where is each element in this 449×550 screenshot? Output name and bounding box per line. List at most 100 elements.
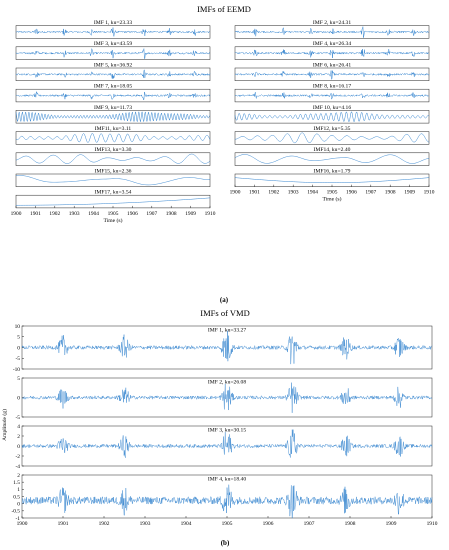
vmd-caption: (b) xyxy=(221,539,230,547)
imf-signal-line xyxy=(15,48,211,60)
panel-title: IMF 2, ku=26.08 xyxy=(208,380,246,386)
x-tick-label: 1903 xyxy=(69,211,80,217)
x-tick-label: 1900 xyxy=(230,190,241,196)
eemd-panel: IMF 9, ku=11.73 xyxy=(15,105,211,124)
panel-title: IMF 2, ku=24.31 xyxy=(313,20,351,26)
x-tick-label: 1902 xyxy=(49,211,60,217)
x-tick-label: 1904 xyxy=(88,211,99,217)
panel-title: IMF 9, ku=11.73 xyxy=(94,105,132,111)
imf-signal-line xyxy=(15,175,211,186)
panel-frame xyxy=(234,131,430,145)
eemd-panels: IMF 1, ku=23.33 IMF 3, ku=43.59 IMF 5, ku=… xyxy=(11,20,435,224)
imf-signal-line xyxy=(234,177,430,183)
eemd-panel: IMF 2, ku=24.31 xyxy=(234,20,430,39)
imf-signal-line xyxy=(16,197,211,206)
y-tick-label: -5 xyxy=(16,415,21,421)
panel-frame xyxy=(234,152,430,166)
vmd-y-axis-label: Amplitude (g) xyxy=(1,409,8,441)
y-tick-label: 0 xyxy=(17,444,20,450)
x-axis-label: Time (s) xyxy=(323,196,342,203)
panel-title: IMF 3, ku=30.15 xyxy=(208,428,246,434)
eemd-caption: (a) xyxy=(220,296,229,304)
x-tick-label: 1910 xyxy=(427,521,438,527)
panel-title: IMF 4, ku=26.34 xyxy=(313,41,351,47)
x-tick-label: 1905 xyxy=(327,190,338,196)
panel-title: IMF 3, ku=43.59 xyxy=(94,41,132,47)
y-tick-label: 0 xyxy=(17,395,20,401)
imf-signal-line xyxy=(15,91,211,101)
x-tick-label: 1907 xyxy=(304,521,315,527)
x-tick-label: 1909 xyxy=(386,521,397,527)
panel-title: IMF15, ku=2.36 xyxy=(95,168,132,174)
panel-frame xyxy=(15,110,211,124)
eemd-panel: IMF 3, ku=43.59 xyxy=(15,41,211,60)
y-tick-label: -0.5 xyxy=(11,509,20,515)
y-tick-label: 2 xyxy=(17,434,20,440)
x-tick-label: 1902 xyxy=(268,190,279,196)
panel-frame xyxy=(15,46,211,60)
x-tick-label: 1906 xyxy=(127,211,138,217)
panel-title: IMF11, ku=3.11 xyxy=(95,126,132,132)
x-tick-label: 1901 xyxy=(30,211,41,217)
eemd-panel: IMF11, ku=3.11 xyxy=(15,126,211,145)
y-tick-label: 5 xyxy=(17,335,20,341)
x-tick-label: 1900 xyxy=(11,211,22,217)
imf-signal-line xyxy=(15,69,211,79)
vmd-panel: IMF 2, ku=26.08 5 0 -5 xyxy=(16,376,433,421)
eemd-panel: IMF 5, ku=36.92 xyxy=(15,62,211,81)
x-tick-label: 1909 xyxy=(185,211,196,217)
y-tick-label: 5 xyxy=(17,376,20,382)
vmd-panel: IMF 3, ku=30.15 4 2 0 -2 -4 xyxy=(16,424,433,470)
panel-title: IMF16, ku=1.79 xyxy=(314,168,351,174)
y-tick-label: 4 xyxy=(17,424,20,430)
panel-title: IMF 6, ku=26.41 xyxy=(313,62,351,68)
imf-signal-line xyxy=(21,330,433,365)
x-tick-label: 1906 xyxy=(263,521,274,527)
y-tick-label: -10 xyxy=(13,367,20,373)
imf-signal-line xyxy=(234,132,430,144)
panel-frame xyxy=(15,173,211,187)
imf-signal-line xyxy=(234,48,430,59)
x-tick-label: 1900 xyxy=(17,521,28,527)
panel-title: IMF 4, ku=18.40 xyxy=(208,477,246,483)
eemd-panel: IMF12, ku=5.35 xyxy=(234,126,430,145)
panel-title: IMF12, ku=5.35 xyxy=(314,126,351,132)
y-tick-label: 2 xyxy=(17,473,20,479)
imf-signal-line xyxy=(21,429,433,458)
panel-title: IMF 1, ku=33.27 xyxy=(208,328,246,334)
y-tick-label: -4 xyxy=(16,464,21,470)
y-tick-label: -1 xyxy=(16,516,21,522)
eemd-panel: IMF 10, ku=4.16 xyxy=(234,105,430,124)
imf-signal-line xyxy=(234,26,430,38)
eemd-panel: IMF 4, ku=26.34 xyxy=(234,41,430,60)
vmd-panel: IMF 4, ku=18.40 21.510.50 -0.5-1 xyxy=(11,473,433,522)
eemd-panel: IMF 7, ku=18.05 xyxy=(15,84,211,103)
x-tick-label: 1901 xyxy=(58,521,69,527)
eemd-figure-title: IMFs of EEMD xyxy=(197,4,251,14)
imf-signal-line xyxy=(234,92,430,100)
y-tick-label: 10 xyxy=(15,324,21,330)
panel-title: IMF 10, ku=4.16 xyxy=(313,105,351,111)
x-tick-label: 1908 xyxy=(345,521,356,527)
imf-signal-line xyxy=(21,484,433,519)
y-tick-label: 0.5 xyxy=(13,494,20,500)
y-tick-label: 1 xyxy=(17,487,20,493)
eemd-panel: IMF13, ku=3.30 xyxy=(15,147,211,166)
y-tick-label: 0 xyxy=(17,345,20,351)
x-tick-label: 1908 xyxy=(385,190,396,196)
panel-frame xyxy=(15,152,211,166)
x-tick-label: 1904 xyxy=(181,521,192,527)
x-tick-label: 1910 xyxy=(424,190,435,196)
x-tick-label: 1905 xyxy=(108,211,119,217)
imf-signal-line xyxy=(234,70,430,80)
eemd-panel: IMF 1, ku=23.33 xyxy=(15,20,211,39)
panel-title: IMF13, ku=3.30 xyxy=(95,147,132,153)
eemd-panel: IMF15, ku=2.36 xyxy=(15,168,211,187)
y-tick-label: 0 xyxy=(17,501,20,507)
x-axis-label: Time (s) xyxy=(104,217,123,224)
panel-title: IMF 1, ku=23.33 xyxy=(94,20,132,26)
y-tick-label: -2 xyxy=(16,454,21,460)
imf-signal-line xyxy=(15,153,211,164)
